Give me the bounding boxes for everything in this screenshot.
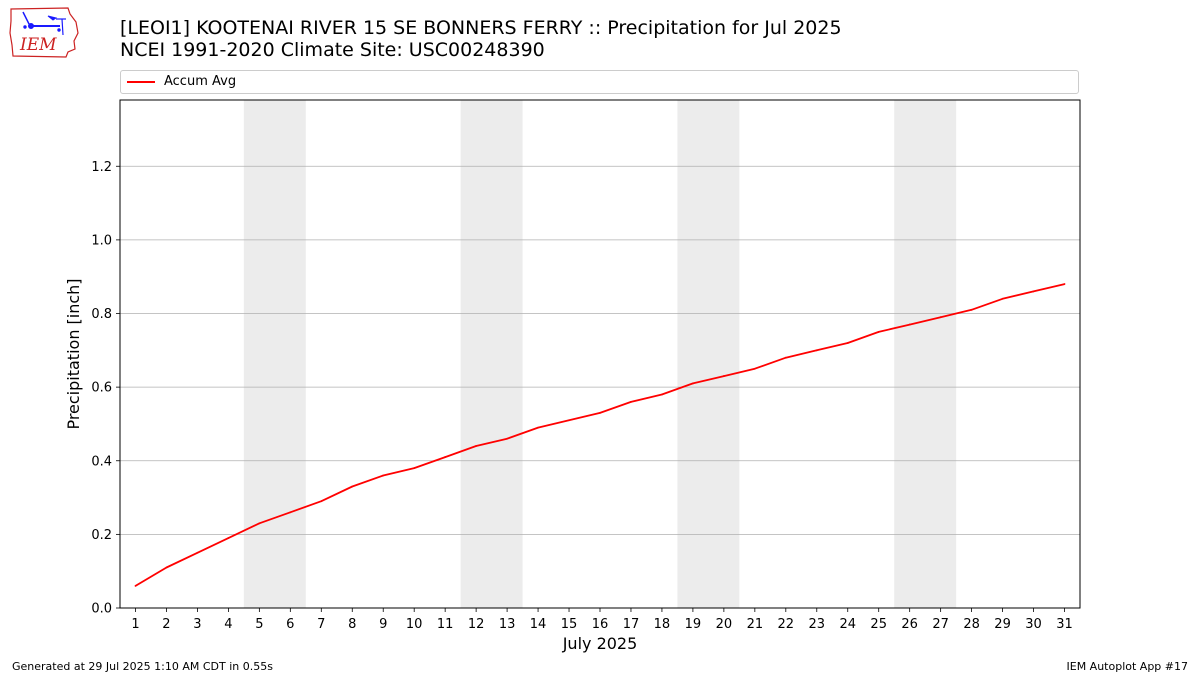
y-tick-label: 0.2 [91,528,112,543]
weekend-band [894,100,957,608]
data-point [630,400,632,403]
x-tick-label: 23 [809,617,826,632]
x-tick-label: 30 [1025,617,1042,632]
x-tick-label: 21 [747,617,764,632]
plot-area-frame [119,99,1081,609]
data-point [1032,290,1035,293]
data-point [227,537,230,539]
x-tick-label: 18 [654,617,671,632]
legend-label: Accum Avg [164,74,237,89]
data-point [661,393,663,396]
x-tick-label: 9 [379,617,387,632]
y-axis-label: Precipitation [inch] [64,278,83,429]
x-tick-label: 27 [932,617,949,632]
data-point [134,585,137,587]
x-tick-label: 2 [162,617,170,632]
x-tick-label: 29 [994,617,1011,632]
data-point [568,419,570,422]
data-point [908,323,911,326]
data-point [537,426,539,429]
data-point [970,308,973,311]
x-tick-label: 14 [530,617,547,632]
y-tick-label: 0.6 [91,381,112,396]
legend: Accum Avg [120,70,1079,94]
data-point [196,551,199,554]
generated-timestamp: Generated at 29 Jul 2025 1:10 AM CDT in … [12,660,273,673]
x-tick-label: 17 [623,617,640,632]
data-point [599,411,601,414]
data-point [413,467,416,470]
x-tick-label: 12 [468,617,485,632]
weekend-band [460,100,523,608]
x-tick-label: 24 [839,617,856,632]
x-tick-label: 6 [286,617,294,632]
x-tick-label: 22 [778,617,795,632]
y-tick-label: 0.0 [91,602,112,617]
data-point [753,367,756,370]
y-tick-label: 1.0 [91,233,112,248]
data-point [258,522,261,525]
data-point [722,375,725,377]
x-tick-label: 20 [716,617,733,632]
weather-station-icon [22,11,66,36]
data-point [382,474,385,477]
x-tick-label: 28 [963,617,980,632]
chart-title: [LEOI1] KOOTENAI RIVER 15 SE BONNERS FER… [120,17,842,39]
logo-text: IEM [19,35,57,55]
x-tick-label: 15 [561,617,578,632]
x-axis-label: July 2025 [562,634,638,653]
chart-subtitle: NCEI 1991-2020 Climate Site: USC00248390 [120,39,545,61]
iem-logo: IEM [9,7,79,58]
data-point [815,349,818,352]
x-tick-label: 7 [317,617,325,632]
data-point [444,456,447,458]
data-point [475,445,478,447]
x-tick-label: 19 [685,617,702,632]
data-point [351,485,354,488]
data-point [506,437,508,440]
data-point [1063,283,1066,285]
app-label: IEM Autoplot App #17 [1066,660,1189,673]
data-point [320,500,323,503]
weekend-band [677,100,740,608]
y-tick-label: 0.8 [91,307,112,322]
data-point [165,566,168,569]
x-tick-label: 3 [193,617,201,632]
data-point [784,356,787,359]
x-tick-label: 16 [592,617,609,632]
weekend-band [243,100,306,608]
y-tick-label: 1.2 [91,160,112,175]
x-tick-label: 5 [255,617,263,632]
series-line-accum-avg [135,283,1065,587]
x-tick-label: 13 [499,617,516,632]
data-point [939,316,942,319]
data-point [289,511,292,514]
x-tick-label: 8 [348,617,356,632]
data-point [692,382,694,385]
x-tick-label: 10 [406,617,423,632]
x-tick-label: 4 [224,617,232,632]
data-point [877,331,880,333]
x-tick-label: 25 [870,617,887,632]
x-tick-label: 26 [901,617,918,632]
data-point [846,342,849,344]
legend-line-swatch [127,81,155,83]
x-tick-label: 1 [131,617,139,632]
y-tick-label: 0.4 [91,454,112,469]
x-tick-label: 11 [437,617,454,632]
x-tick-label: 31 [1056,617,1073,632]
data-point [1001,297,1004,300]
